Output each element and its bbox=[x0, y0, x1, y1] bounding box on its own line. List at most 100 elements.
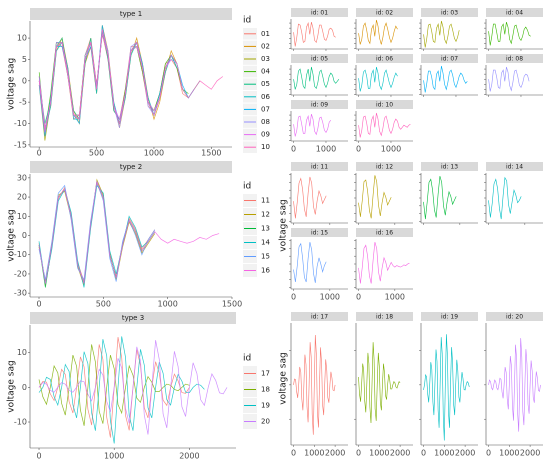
facet-x-tick-label: 1000 bbox=[316, 145, 336, 154]
facet-series-line bbox=[358, 112, 411, 138]
facet-strip bbox=[356, 54, 413, 63]
facet-series-line bbox=[488, 66, 530, 92]
facet-title: id: 18 bbox=[376, 313, 393, 320]
facet-strip bbox=[291, 8, 348, 17]
panel-title: type 1 bbox=[120, 10, 142, 18]
facet-series-line bbox=[293, 242, 327, 283]
x-tick-label: 500 bbox=[89, 149, 104, 158]
facet-strip bbox=[486, 162, 543, 171]
facet-title: id: 14 bbox=[506, 163, 523, 170]
y-axis-label: voltage sag bbox=[7, 360, 17, 412]
series-line bbox=[38, 25, 178, 128]
facet-title: id: 11 bbox=[311, 163, 328, 170]
y-tick-label: 0 bbox=[22, 383, 27, 392]
y-tick-label: -30 bbox=[14, 289, 27, 298]
facet-series-line bbox=[423, 334, 470, 441]
series-line bbox=[38, 336, 205, 444]
series-line bbox=[38, 33, 189, 133]
x-tick-label: 0 bbox=[37, 149, 42, 158]
facet-title: id: 02 bbox=[376, 9, 393, 16]
facet-title: id: 05 bbox=[311, 55, 328, 62]
facet-series-line bbox=[488, 338, 541, 432]
facet-title: id: 10 bbox=[376, 101, 393, 108]
facet-series-line bbox=[293, 21, 336, 47]
facet-series-line bbox=[358, 175, 392, 219]
facet-strip bbox=[421, 54, 478, 63]
legend-label: 08 bbox=[261, 118, 270, 126]
facet-x-tick-label: 0 bbox=[421, 449, 426, 458]
facet-series-line bbox=[293, 66, 340, 90]
facet-x-tick-label: 1000 bbox=[385, 293, 405, 302]
facet-title: id: 16 bbox=[376, 229, 393, 236]
facet-strip bbox=[421, 162, 478, 171]
legend-label: 20 bbox=[261, 418, 270, 426]
facet-x-tick-label: 0 bbox=[356, 145, 361, 154]
legend-label: 01 bbox=[261, 30, 270, 38]
facet-title: id: 17 bbox=[311, 313, 328, 320]
facet-y-axis-label: voltage sag bbox=[279, 352, 289, 404]
facet-title: id: 15 bbox=[311, 229, 328, 236]
facet-series-line bbox=[358, 19, 398, 45]
legend-label: 02 bbox=[261, 42, 270, 50]
y-axis-label: voltage sag bbox=[7, 209, 17, 261]
facet-x-tick-label: 2000 bbox=[520, 449, 540, 458]
facet-title: id: 04 bbox=[506, 9, 523, 16]
x-tick-label: 1000 bbox=[104, 452, 124, 461]
series-line bbox=[38, 184, 156, 288]
legend-label: 11 bbox=[261, 197, 270, 205]
facet-title: id: 12 bbox=[376, 163, 393, 170]
y-tick-label: -10 bbox=[14, 250, 27, 259]
x-tick-label: 1000 bbox=[157, 300, 177, 309]
legend-label: 09 bbox=[261, 131, 270, 139]
legend-label: 16 bbox=[261, 267, 270, 275]
series-line bbox=[38, 29, 201, 124]
legend-label: 04 bbox=[261, 68, 270, 76]
facet-series-line bbox=[358, 66, 398, 92]
series-line bbox=[38, 344, 190, 426]
facet-x-tick-label: 1000 bbox=[369, 449, 389, 458]
facet-series-line bbox=[358, 342, 401, 424]
panel-strip bbox=[30, 312, 236, 324]
y-tick-label: 0 bbox=[22, 76, 27, 85]
x-tick-label: 1000 bbox=[144, 149, 164, 158]
y-tick-label: 20 bbox=[17, 193, 27, 202]
y-tick-label: 30 bbox=[17, 173, 27, 182]
legend-label: 15 bbox=[261, 253, 270, 261]
facet-strip bbox=[356, 312, 413, 321]
x-tick-label: 1500 bbox=[201, 149, 221, 158]
facet-x-tick-label: 1000 bbox=[381, 145, 401, 154]
y-axis-label: voltage sag bbox=[7, 58, 17, 110]
x-tick-label: 0 bbox=[36, 300, 41, 309]
facet-title: id: 07 bbox=[441, 55, 458, 62]
facet-strip bbox=[356, 100, 413, 109]
facet-x-tick-label: 0 bbox=[486, 449, 491, 458]
legend-label: 07 bbox=[261, 105, 270, 113]
facet-x-tick-label: 0 bbox=[291, 293, 296, 302]
y-tick-label: 5 bbox=[22, 55, 27, 64]
facet-series-line bbox=[488, 22, 531, 46]
legend-label: 19 bbox=[261, 402, 270, 410]
x-tick-label: 500 bbox=[96, 300, 111, 309]
y-tick-label: 10 bbox=[17, 348, 27, 357]
facet-strip bbox=[291, 54, 348, 63]
facet-x-tick-label: 0 bbox=[291, 449, 296, 458]
facet-title: id: 13 bbox=[441, 163, 458, 170]
y-tick-label: -10 bbox=[14, 119, 27, 128]
facet-strip bbox=[421, 8, 478, 17]
facet-strip bbox=[421, 312, 478, 321]
panel-strip bbox=[30, 8, 232, 20]
facet-title: id: 09 bbox=[311, 101, 328, 108]
series-line bbox=[38, 180, 220, 284]
legend-title: id bbox=[243, 182, 251, 192]
facet-series-line bbox=[423, 176, 457, 220]
facet-series-line bbox=[293, 176, 327, 219]
legend-label: 06 bbox=[261, 93, 270, 101]
facet-title: id: 06 bbox=[376, 55, 393, 62]
facet-series-line bbox=[488, 176, 522, 220]
facet-x-tick-label: 1000 bbox=[434, 449, 454, 458]
facet-strip bbox=[486, 312, 543, 321]
panel-title: type 3 bbox=[122, 314, 144, 322]
legend-label: 10 bbox=[261, 143, 270, 151]
legend-label: 03 bbox=[261, 55, 270, 63]
